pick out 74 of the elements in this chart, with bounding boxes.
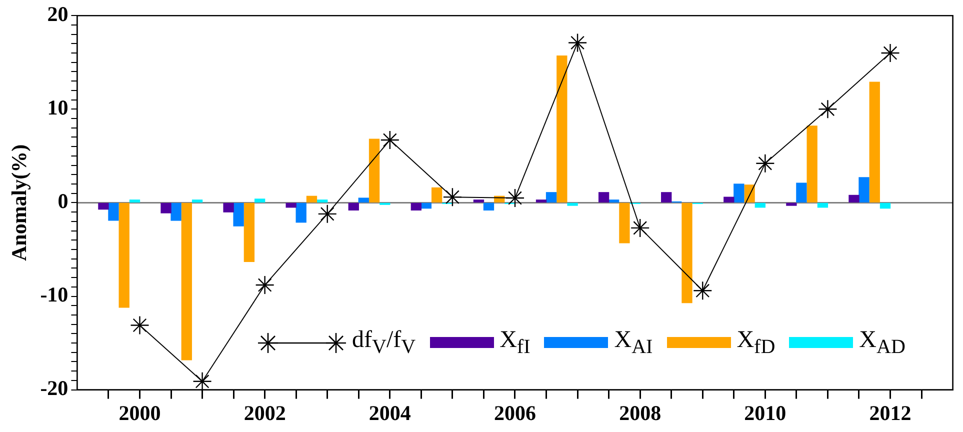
point bbox=[693, 281, 712, 300]
point bbox=[130, 316, 150, 335]
y-tick-label: 10 bbox=[47, 96, 68, 120]
bar bbox=[160, 202, 172, 214]
point bbox=[255, 275, 274, 295]
bar bbox=[192, 200, 203, 203]
point bbox=[318, 204, 337, 224]
bar bbox=[556, 55, 568, 203]
y-tick-label: -10 bbox=[40, 282, 68, 307]
bar bbox=[483, 202, 494, 211]
bar bbox=[317, 200, 328, 203]
bar bbox=[118, 202, 130, 308]
bar bbox=[880, 202, 891, 209]
bar bbox=[306, 196, 318, 203]
legend-label: X$_{fD}$ bbox=[736, 327, 776, 359]
point bbox=[442, 187, 462, 207]
bar bbox=[546, 192, 557, 203]
bar bbox=[348, 202, 359, 211]
bar bbox=[661, 192, 672, 203]
x-tick-label: 2012 bbox=[869, 400, 912, 425]
bar bbox=[368, 138, 380, 203]
bar bbox=[98, 202, 109, 210]
bar bbox=[129, 200, 140, 203]
bar bbox=[598, 192, 610, 203]
bar bbox=[170, 202, 182, 221]
bar bbox=[233, 202, 244, 226]
bar bbox=[536, 200, 547, 203]
point bbox=[380, 130, 400, 150]
point bbox=[818, 100, 838, 119]
bar bbox=[817, 202, 828, 208]
x-tick-label: 2010 bbox=[744, 400, 786, 425]
bar bbox=[244, 202, 255, 262]
bar bbox=[848, 194, 860, 203]
bar bbox=[181, 202, 192, 360]
x-tick-label: 2004 bbox=[368, 400, 412, 425]
bar bbox=[473, 200, 484, 203]
bar bbox=[223, 202, 234, 212]
bar bbox=[858, 177, 870, 203]
bar bbox=[410, 202, 422, 211]
bar bbox=[754, 202, 766, 208]
bar bbox=[869, 82, 880, 203]
bar bbox=[567, 202, 578, 206]
bar bbox=[806, 126, 818, 203]
legend-label: X$_{fI}$ bbox=[500, 327, 530, 359]
bar bbox=[786, 202, 797, 206]
bar bbox=[108, 202, 119, 221]
bar bbox=[796, 182, 807, 203]
point bbox=[756, 154, 775, 174]
x-tick-label: 2008 bbox=[619, 400, 662, 425]
bar bbox=[254, 198, 266, 203]
point bbox=[192, 372, 212, 390]
legend-label: df$_{V}$/f$_{V}$ bbox=[352, 327, 416, 359]
x-tick-label: 2000 bbox=[118, 400, 161, 425]
y-tick-label: -20 bbox=[40, 376, 68, 400]
x-tick-label: 2006 bbox=[494, 400, 536, 425]
legend-label: X$_{AI}$ bbox=[614, 327, 653, 359]
bar bbox=[431, 187, 442, 203]
bar bbox=[734, 184, 744, 203]
bar bbox=[724, 196, 734, 203]
x-tick-label: 2002 bbox=[244, 400, 286, 425]
legend-label: X$_{AD}$ bbox=[859, 327, 906, 359]
bar bbox=[286, 202, 296, 208]
point bbox=[880, 43, 900, 63]
bar bbox=[682, 202, 692, 304]
bar bbox=[619, 202, 630, 244]
point bbox=[630, 218, 650, 238]
y-tick-label: 20 bbox=[47, 2, 68, 26]
bar bbox=[358, 198, 369, 203]
bar bbox=[608, 200, 620, 203]
y-tick-label: 0 bbox=[58, 189, 68, 214]
point bbox=[568, 33, 588, 52]
bar bbox=[296, 202, 306, 223]
point bbox=[505, 188, 525, 208]
y-axis-title: Anomaly(%) bbox=[7, 144, 32, 262]
